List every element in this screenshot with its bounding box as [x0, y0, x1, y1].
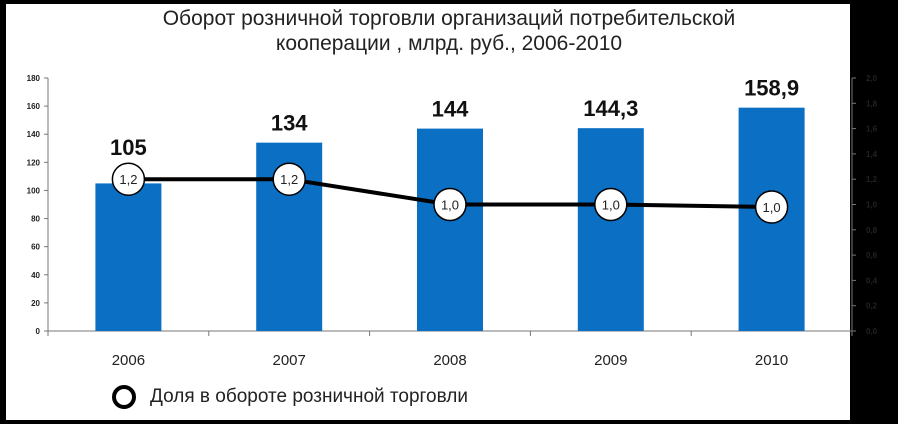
right-tick-label: 1,8	[866, 99, 878, 108]
right-tick-label: 1,4	[866, 150, 878, 159]
left-tick-label: 0	[36, 327, 41, 336]
right-tick-label: 2,0	[866, 74, 878, 83]
x-tick-label: 2010	[755, 352, 788, 369]
left-tick-label: 40	[31, 271, 40, 280]
chart-title: Оборот розничной торговли организаций по…	[162, 7, 736, 55]
bar-value-label: 158,9	[744, 76, 799, 101]
line-point-label: 1,2	[119, 172, 137, 187]
legend-circle-marker-icon	[112, 385, 136, 409]
x-tick-label: 2009	[594, 352, 627, 369]
left-tick-label: 120	[27, 158, 41, 167]
left-tick-label: 80	[31, 215, 40, 224]
left-tick-label: 60	[31, 243, 40, 252]
bar-value-label: 144	[432, 97, 469, 122]
line-point-marker	[111, 162, 146, 196]
line-point-marker	[272, 162, 306, 196]
bar	[577, 128, 644, 331]
x-tick-label: 2007	[273, 352, 306, 369]
left-tick-label: 140	[27, 130, 41, 139]
left-tick-label: 20	[31, 299, 40, 308]
legend-label: Доля в обороте розничной торговли	[150, 386, 468, 407]
left-tick-label: 160	[27, 102, 41, 111]
bar-value-label: 105	[110, 135, 147, 160]
x-tick-label: 2008	[433, 352, 466, 369]
line-point-marker	[754, 190, 789, 224]
right-tick-label: 1,6	[866, 125, 878, 134]
right-tick-label: 1,2	[866, 175, 878, 184]
bar	[95, 183, 162, 331]
left-tick-label: 180	[27, 74, 41, 83]
line-point-marker	[594, 187, 628, 222]
right-tick-label: 0,4	[866, 276, 878, 285]
right-tick-label: 0,8	[866, 226, 878, 235]
right-tick-label: 0,0	[866, 327, 878, 336]
line-point-marker	[433, 187, 467, 222]
line-point-label: 1,0	[441, 198, 459, 213]
right-tick-label: 0,6	[866, 251, 878, 260]
x-tick-label: 2006	[112, 352, 145, 369]
line-point-label: 1,0	[763, 200, 781, 215]
bar	[417, 128, 483, 331]
line-point-label: 1,2	[280, 172, 298, 187]
bar-value-label: 134	[271, 111, 308, 136]
bar-value-label: 144,3	[583, 96, 638, 121]
legend: Доля в обороте розничной торговли	[112, 382, 468, 412]
line-point-label: 1,0	[602, 198, 620, 213]
right-tick-label: 1,0	[866, 201, 878, 210]
left-tick-label: 100	[27, 186, 41, 195]
right-tick-label: 0,2	[866, 302, 878, 311]
